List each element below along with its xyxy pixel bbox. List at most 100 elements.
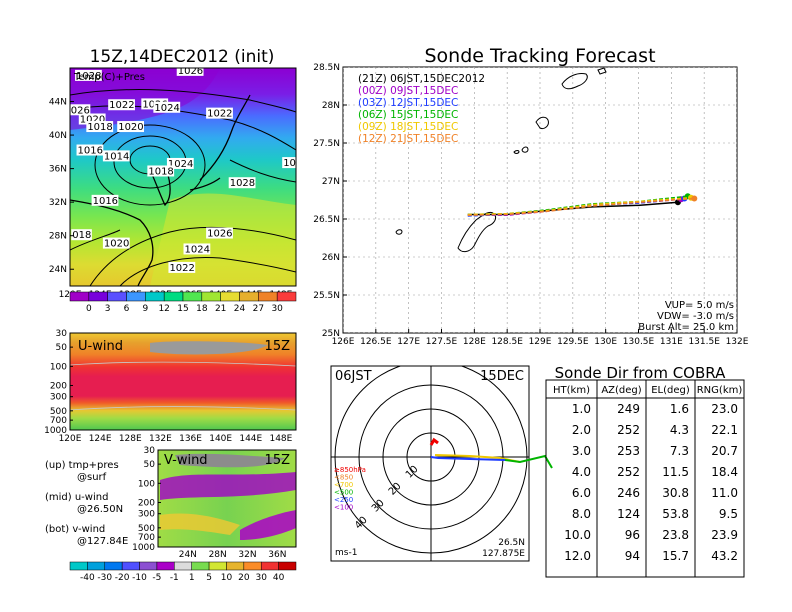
v-wind-frame xyxy=(157,449,297,548)
track-legend-entry: (12Z) 21JST,15DEC xyxy=(358,133,458,145)
note-3-line1: (bot) v-wind xyxy=(45,524,105,535)
v-wind-title: V-wind xyxy=(164,453,208,468)
pressure-label-bg xyxy=(108,99,135,111)
pressure-label: 1022 xyxy=(206,107,233,120)
pressure-label-bg xyxy=(117,121,145,133)
u-wind-weak-region xyxy=(150,341,268,355)
wind-colorbar-label: 5 xyxy=(206,573,212,583)
map-y-axis: 24N 28N 32N 36N 40N 44N xyxy=(49,98,74,275)
map-y-tick-label: 28N xyxy=(49,232,67,242)
island-amami xyxy=(561,73,588,90)
note-1-line1: (up) tmp+pres xyxy=(45,460,119,471)
table-cell: 3.0 xyxy=(572,444,591,458)
surface-map-frame xyxy=(69,67,297,287)
pressure-label-text: 1014 xyxy=(104,151,129,162)
table-header-cell: EL(deg) xyxy=(651,385,690,396)
pressure-level-legend: ≥850hPa<850<700<500<250<100 xyxy=(334,466,366,512)
surface-map-title: 15Z,14DEC2012 (init) xyxy=(90,47,275,67)
track-y-tick-label: 27.5N xyxy=(313,139,340,149)
level-legend-entry: ≥850hPa xyxy=(334,466,366,474)
launch-parameter: VDW= -3.0 m/s xyxy=(657,311,734,322)
launch-parameter: Burst Alt= 25.0 km xyxy=(638,322,734,333)
pressure-tick-label: 100 xyxy=(138,479,155,489)
wind-colorbar-label: 1 xyxy=(189,573,195,583)
pressure-label: 1020 xyxy=(282,157,296,169)
track-x-tick-label: 127E xyxy=(397,337,420,347)
table-cell: 30.8 xyxy=(662,486,689,500)
pressure-label-text: 1016 xyxy=(93,196,118,207)
temp-colorbar-cell xyxy=(107,291,127,302)
pressure-label: 1024 xyxy=(153,101,181,114)
table-cell: 22.1 xyxy=(711,423,738,437)
pressure-label-text: 018 xyxy=(72,230,91,241)
note-2-line1: (mid) u-wind xyxy=(45,492,108,503)
launch-parameter: VUP= 5.0 m/s xyxy=(665,300,734,311)
pressure-tick-label: 1000 xyxy=(132,543,155,553)
map-y-tick-label: 44N xyxy=(49,98,67,108)
wind-colorbar-cell xyxy=(260,561,279,571)
pressure-label: 1026 xyxy=(206,227,233,240)
note-3-line2: @127.84E xyxy=(77,536,128,547)
hodograph-segment-low xyxy=(429,437,439,446)
u-wind-time: 15Z xyxy=(265,339,291,354)
wind-colorbar-cell xyxy=(278,561,297,571)
pressure-labels: 1028102610221026102402610201018102010221… xyxy=(70,68,296,274)
track-y-tick-label: 26N xyxy=(322,253,340,263)
track-y-tick-label: 26.5N xyxy=(313,215,340,225)
pressure-label-bg xyxy=(168,261,196,273)
pressure-label-text: 1020 xyxy=(118,122,143,133)
wind-colorbar-label: 20 xyxy=(238,573,250,583)
temp-colorbar-label: 0 xyxy=(86,304,92,314)
pressure-tick-label: 30 xyxy=(144,446,156,456)
u-wind-title: U-wind xyxy=(78,339,123,354)
table-cell: 94 xyxy=(625,549,640,563)
pressure-label-bg xyxy=(102,150,130,162)
wind-colorbar-cell xyxy=(174,561,192,571)
coastline-korea xyxy=(149,169,171,207)
island-kume xyxy=(395,229,403,235)
pressure-label-bg xyxy=(70,104,91,116)
u-wind-x-tick-label: 120E xyxy=(59,434,82,444)
temp-colorbar-label: 30 xyxy=(271,304,283,314)
map-y-tick-label: 32N xyxy=(49,198,67,208)
wind-colorbar-cell xyxy=(87,561,106,571)
coastline-japan xyxy=(189,94,251,191)
track-x-tick-label: 131E xyxy=(660,337,683,347)
track-y-tick-label: 25.5N xyxy=(313,291,340,301)
table-cell: 4.3 xyxy=(670,423,689,437)
u-wind-x-tick-label: 144E xyxy=(239,434,262,444)
pressure-label: 026 xyxy=(70,104,91,116)
track-y-axis: 25N 25.5N 26N 26.5N 27N 27.5N 28N 28.5N xyxy=(313,63,347,339)
track-y-tick-label: 27N xyxy=(322,177,340,187)
island-tokuno xyxy=(521,146,529,153)
pressure-label-text: 1020 xyxy=(104,239,129,250)
track-x-tick-label: 126E xyxy=(332,337,355,347)
pressure-label-text: 1020 xyxy=(80,115,105,126)
island-kikai xyxy=(597,67,607,75)
u-wind-x-tick-label: 128E xyxy=(119,434,142,444)
pressure-tick-label: 100 xyxy=(50,362,67,372)
wind-colorbar-cell xyxy=(243,561,262,571)
pressure-label: 1028 xyxy=(75,69,102,82)
pressure-label-text: 1024 xyxy=(154,103,179,114)
table-cell: 252 xyxy=(617,465,640,479)
polar-longitude: 127.875E xyxy=(482,549,525,559)
table-cell: 1.6 xyxy=(670,402,689,416)
table-cell: 124 xyxy=(617,507,640,521)
surface-map-panel: 15Z,14DEC2012 (init) 10281026102210261 xyxy=(49,47,297,314)
pressure-label-text: 1028 xyxy=(76,71,101,82)
table-cell: 10.0 xyxy=(564,528,591,542)
track-legend-entry: (21Z) 06JST,15DEC2012 xyxy=(358,73,485,85)
u-wind-x-tick-label: 132E xyxy=(149,434,172,444)
table-cell: 7.3 xyxy=(670,444,689,458)
pressure-label-text: 026 xyxy=(71,105,90,116)
u-wind-contour xyxy=(69,361,297,411)
pressure-tick-label: 500 xyxy=(50,407,67,417)
temp-colorbar-label: 24 xyxy=(234,304,246,314)
pressure-label-bg xyxy=(102,237,130,249)
pressure-tick-label: 300 xyxy=(50,393,67,403)
track-x-tick-label: 129.5E xyxy=(557,337,589,347)
